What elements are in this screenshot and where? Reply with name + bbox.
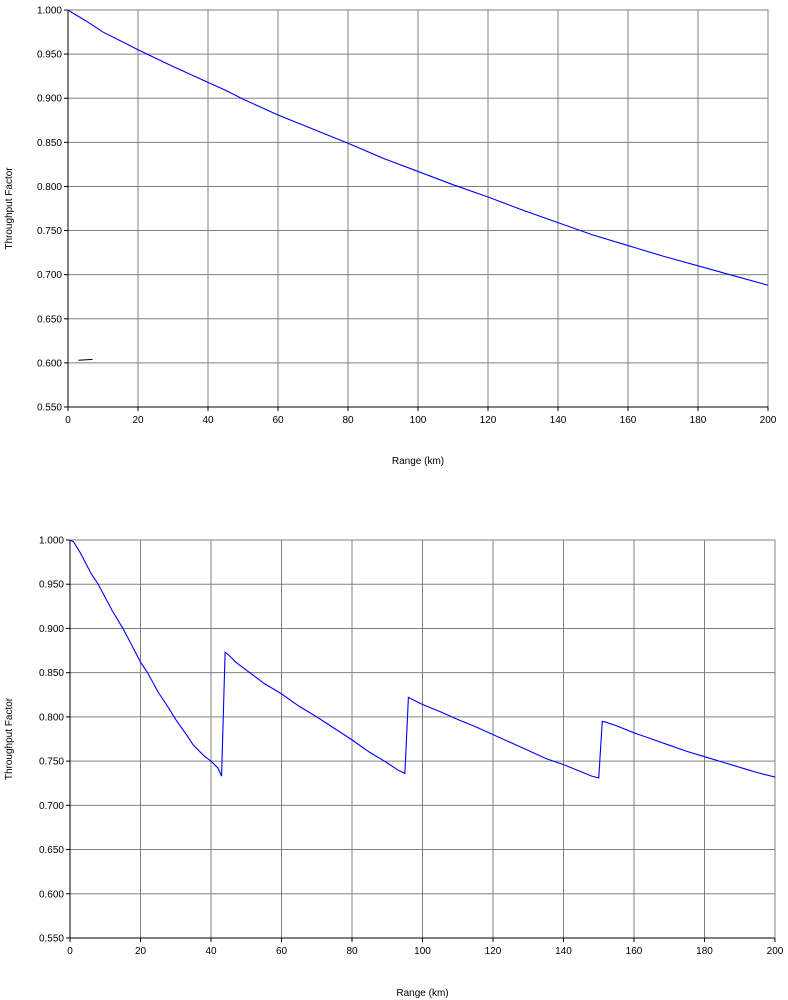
y-tick-label: 1.000 bbox=[39, 536, 64, 547]
series-line-0 bbox=[69, 539, 776, 779]
x-tick-label: 80 bbox=[346, 946, 358, 957]
x-tick-label: 100 bbox=[410, 415, 427, 426]
y-tick-label: 0.550 bbox=[37, 403, 62, 414]
x-tick-label: 120 bbox=[480, 415, 497, 426]
x-tick-label: 60 bbox=[276, 946, 288, 957]
y-tick-label: 0.950 bbox=[37, 50, 62, 61]
x-tick-label: 60 bbox=[272, 415, 284, 426]
y-tick-label: 0.600 bbox=[39, 889, 64, 900]
x-tick-label: 100 bbox=[414, 946, 431, 957]
x-tick-label: 180 bbox=[690, 415, 707, 426]
y-tick-label: 1.000 bbox=[37, 6, 62, 17]
chart-range-throughput-top: 0 20 40 60 80 100 120 140 160 180 200 0.550 0.600 0.6… bbox=[4, 6, 777, 468]
x-axis-title: Range (km) bbox=[392, 456, 444, 467]
series-line-0 bbox=[67, 9, 769, 286]
y-tick-label: 0.550 bbox=[39, 934, 64, 945]
x-tick-label: 20 bbox=[132, 415, 144, 426]
x-tick-label: 40 bbox=[205, 946, 217, 957]
x-tick-label: 180 bbox=[696, 946, 713, 957]
y-tick-label: 0.700 bbox=[39, 801, 64, 812]
y-tick-label: 0.900 bbox=[37, 94, 62, 105]
y-axis-title: Throughput Factor bbox=[4, 167, 15, 250]
y-tick-label: 0.650 bbox=[39, 845, 64, 856]
annotation-mark bbox=[78, 358, 93, 361]
x-tick-label: 200 bbox=[767, 946, 784, 957]
y-tick-label: 0.850 bbox=[39, 668, 64, 679]
y-tick-label: 0.850 bbox=[37, 138, 62, 149]
x-tick-label: 140 bbox=[555, 946, 572, 957]
x-tick-label: 120 bbox=[485, 946, 502, 957]
x-tick-label: 140 bbox=[550, 415, 567, 426]
y-tick-label: 0.700 bbox=[37, 270, 62, 281]
y-tick-label: 0.950 bbox=[39, 580, 64, 591]
x-tick-label: 80 bbox=[342, 415, 354, 426]
x-tick-label: 40 bbox=[202, 415, 214, 426]
x-tick-label: 0 bbox=[65, 415, 71, 426]
x-tick-label: 160 bbox=[626, 946, 643, 957]
y-tick-label: 0.650 bbox=[37, 314, 62, 325]
y-tick-label: 0.900 bbox=[39, 624, 64, 635]
y-tick-label: 0.750 bbox=[37, 226, 62, 237]
x-tick-label: 200 bbox=[760, 415, 777, 426]
y-tick-label: 0.800 bbox=[37, 182, 62, 193]
x-axis-title: Range (km) bbox=[396, 988, 448, 999]
y-axis-title: Throughput Factor bbox=[4, 697, 15, 780]
x-tick-label: 20 bbox=[135, 946, 147, 957]
x-tick-label: 160 bbox=[620, 415, 637, 426]
y-tick-label: 0.600 bbox=[37, 358, 62, 369]
y-tick-label: 0.750 bbox=[39, 757, 64, 768]
x-tick-label: 0 bbox=[67, 946, 73, 957]
chart-range-throughput-bottom: 0 20 40 60 80 100 120 140 160 180 200 0.550 0.600 0.6… bbox=[4, 536, 784, 1000]
y-tick-label: 0.800 bbox=[39, 712, 64, 723]
